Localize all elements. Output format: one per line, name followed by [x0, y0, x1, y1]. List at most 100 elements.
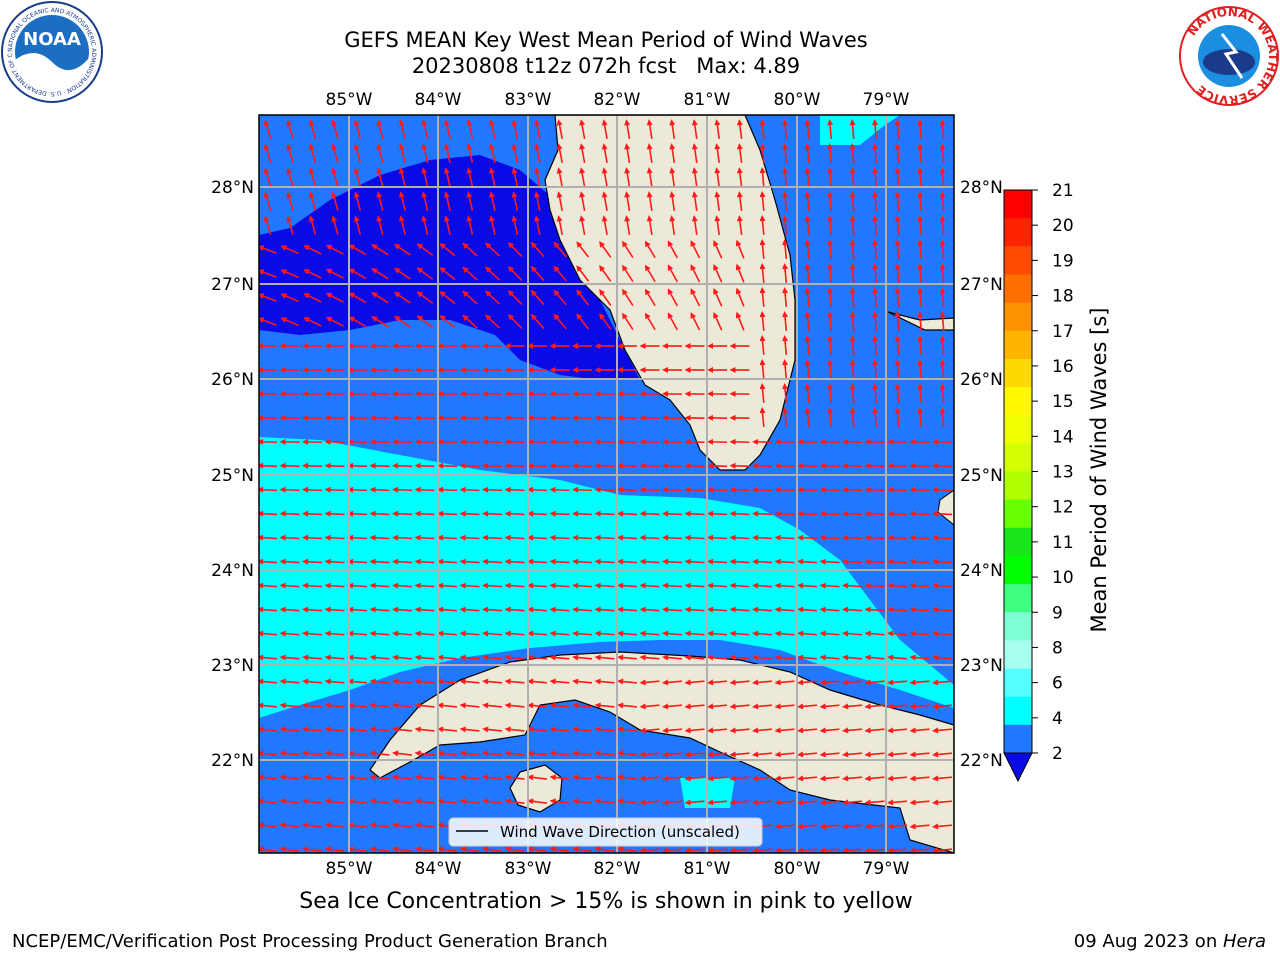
- wave-arrow-head: [774, 775, 781, 782]
- wave-arrow-head: [572, 438, 579, 445]
- wave-arrow-head: [416, 315, 424, 322]
- wave-arrow-head: [511, 143, 518, 150]
- wave-arrow-head: [572, 534, 579, 541]
- wave-arrow-head: [286, 167, 292, 174]
- wave-arrow-head: [331, 143, 338, 150]
- wave-arrow-head: [594, 438, 601, 445]
- lat-label-left: 27°N: [211, 275, 254, 295]
- wave-arrow-head: [617, 582, 624, 589]
- wave-arrow-head: [279, 438, 286, 445]
- wave-arrow-head: [662, 510, 669, 517]
- wave-arrow-head: [347, 606, 354, 613]
- wave-arrow-head: [259, 293, 265, 299]
- wave-arrow-head: [887, 510, 894, 517]
- wave-arrow-head: [797, 679, 804, 686]
- wave-arrow-head: [939, 311, 946, 318]
- wave-arrow-head: [482, 534, 489, 541]
- wave-arrow-head: [932, 775, 939, 782]
- wave-arrow-head: [259, 558, 264, 565]
- wave-arrow-head: [286, 143, 292, 150]
- wave-arrow-head: [459, 462, 466, 469]
- wave-arrow-head: [369, 774, 376, 781]
- wave-arrow-head: [690, 240, 696, 247]
- wave-arrow-head: [549, 390, 556, 397]
- wave-arrow-head: [842, 823, 849, 830]
- wave-arrow-head: [462, 290, 469, 297]
- wave-arrow-head: [392, 438, 399, 445]
- colorbar-segment: [1004, 612, 1032, 641]
- wave-arrow-head: [437, 822, 444, 829]
- wave-arrow-head: [691, 119, 698, 126]
- wave-arrow-head: [376, 119, 383, 126]
- wave-arrow-head: [782, 287, 789, 294]
- colorbar-tick-label: 13: [1052, 463, 1074, 483]
- wave-arrow-head: [735, 263, 742, 271]
- wave-arrow-head: [511, 119, 518, 126]
- wave-arrow-head: [684, 558, 691, 565]
- wave-arrow-head: [392, 702, 399, 709]
- wave-arrow-head: [286, 119, 292, 126]
- wave-arrow-head: [594, 726, 601, 733]
- wave-arrow-head: [691, 191, 698, 198]
- wave-arrow-head: [572, 702, 579, 709]
- wave-arrow-head: [376, 143, 383, 150]
- wave-arrow-head: [842, 510, 849, 517]
- wave-arrow-head: [774, 751, 781, 758]
- wave-arrow-head: [639, 654, 646, 661]
- wave-arrow-head: [667, 264, 674, 271]
- map-frame: [258, 114, 955, 854]
- wave-arrow-head: [617, 606, 624, 613]
- wave-arrow-head: [324, 367, 331, 373]
- wave-arrow-head: [279, 486, 286, 493]
- wave-arrow-head: [819, 799, 826, 806]
- wave-arrow-head: [617, 534, 624, 541]
- wave-arrow-head: [939, 383, 946, 390]
- wave-arrow-head: [797, 630, 804, 637]
- wave-arrow-head: [279, 846, 286, 853]
- wave-arrow-head: [459, 750, 466, 757]
- wave-arrow-head: [759, 215, 766, 222]
- wave-arrow-head: [511, 191, 518, 198]
- wave-arrow-head: [259, 702, 264, 709]
- wave-arrow-head: [617, 510, 624, 517]
- wave-arrow-head: [414, 510, 421, 517]
- colorbar: 21 20 19 18 17 16 15 14 13 12 11 10 9 8 6 4 2: [1003, 181, 1074, 783]
- wave-arrow-head: [714, 143, 721, 150]
- wave-arrow-head: [392, 774, 399, 781]
- wave-arrow-head: [804, 215, 811, 222]
- wave-arrow-head: [752, 630, 759, 637]
- wave-arrow-head: [259, 678, 264, 685]
- wave-arrow-head: [872, 383, 879, 390]
- wave-arrow-head: [909, 679, 916, 686]
- wave-arrow-head: [414, 774, 421, 781]
- wave-arrow-head: [939, 239, 946, 246]
- wave-arrow-head: [752, 582, 759, 589]
- wave-arrow-head: [917, 359, 924, 366]
- wave-arrow-head: [759, 167, 766, 174]
- wave-arrow-head: [549, 798, 556, 805]
- wave-arrow-head: [549, 606, 556, 613]
- wave-arrow-head: [549, 750, 556, 757]
- lon-label-bottom: 85°W: [326, 859, 373, 879]
- wave-arrow-head: [527, 343, 533, 349]
- wave-arrow-head: [894, 215, 901, 222]
- wave-arrow-head: [729, 775, 736, 782]
- wave-arrow-head: [797, 751, 804, 758]
- wave-arrow-head: [302, 582, 309, 589]
- wave-arrow-head: [485, 242, 492, 249]
- wave-arrow-head: [437, 367, 443, 373]
- wave-arrow-head: [504, 774, 511, 781]
- wave-arrow-head: [797, 847, 804, 853]
- wave-arrow-head: [259, 269, 265, 275]
- wave-arrow-head: [414, 414, 421, 421]
- wave-arrow-head: [827, 335, 834, 342]
- wave-arrow-head: [398, 119, 405, 126]
- lon-label-bottom: 80°W: [774, 859, 821, 879]
- wave-arrow-head: [819, 823, 826, 830]
- wave-arrow-head: [752, 486, 759, 493]
- wave-arrow-head: [639, 727, 646, 734]
- wave-arrow-head: [872, 239, 879, 246]
- wave-arrow-head: [646, 191, 653, 198]
- colorbar-tick-label: 12: [1052, 498, 1074, 518]
- wave-arrow-head: [331, 215, 338, 222]
